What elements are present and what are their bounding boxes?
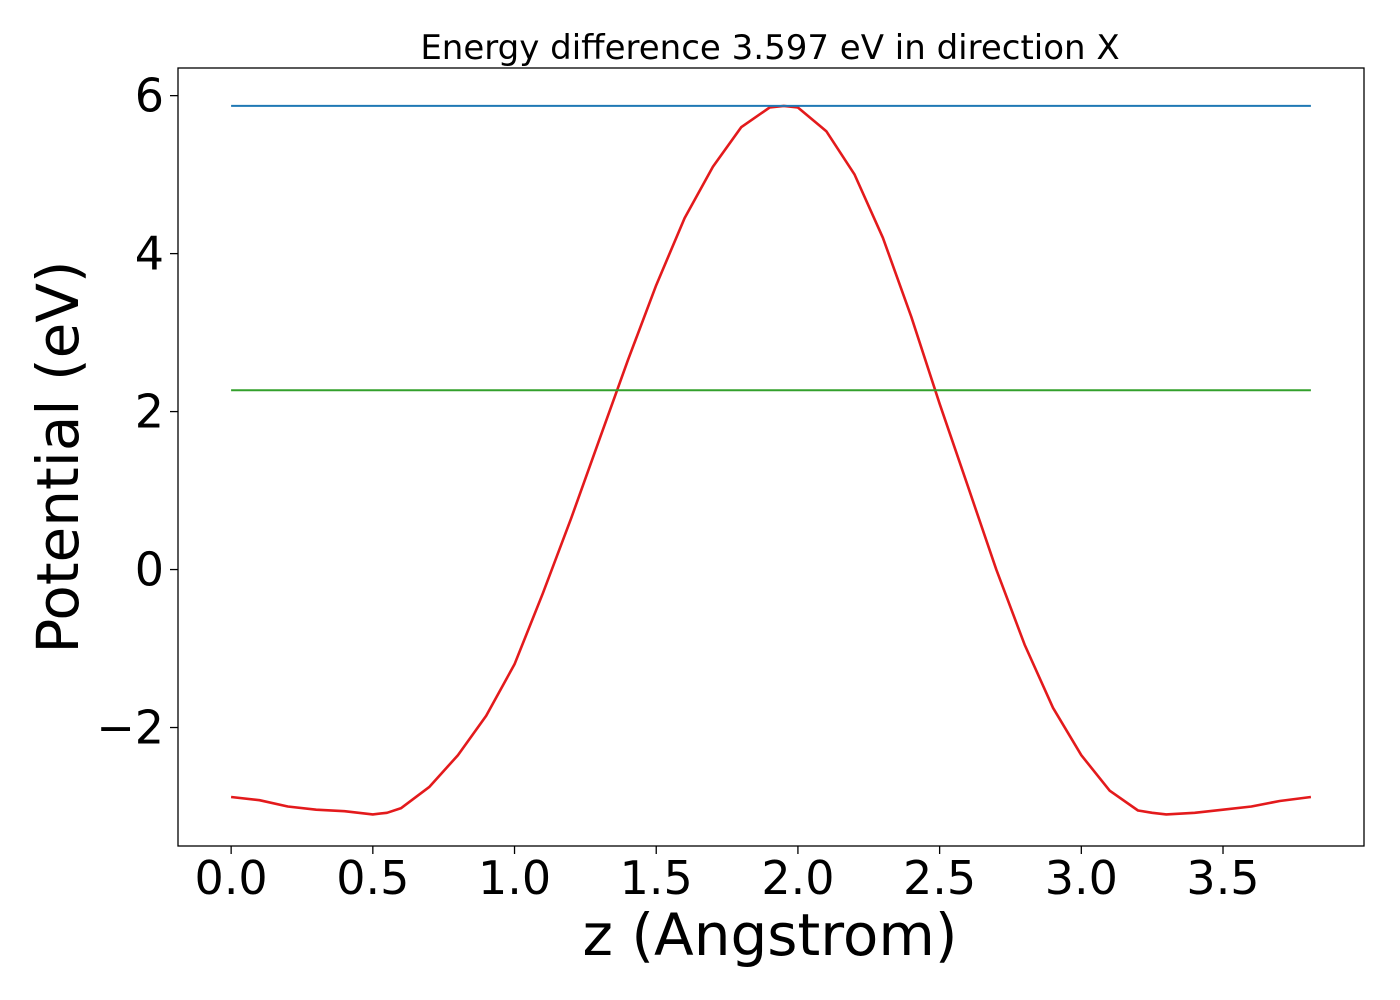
x-tick-label: 3.0 — [1045, 851, 1118, 905]
y-axis: −2 0 2 4 6 — [96, 69, 178, 755]
x-axis-title: z (Angstrom) — [583, 901, 958, 969]
y-tick-label: 4 — [135, 227, 164, 281]
x-tick-label: 2.5 — [903, 851, 976, 905]
y-tick-label: 2 — [135, 385, 164, 439]
data-layer — [230, 104, 1312, 816]
x-axis: 0.0 0.5 1.0 1.5 2.0 2.5 3.0 3.5 — [195, 846, 1260, 905]
plot-area-frame — [177, 67, 1365, 847]
x-tick-label: 0.0 — [195, 851, 268, 905]
y-tick-label: 0 — [135, 543, 164, 597]
y-tick-label: −2 — [96, 701, 164, 755]
chart-title: Energy difference 3.597 eV in direction … — [420, 28, 1119, 68]
series-potential-line — [230, 104, 1312, 816]
x-tick-label: 1.0 — [478, 851, 551, 905]
x-tick-label: 3.5 — [1186, 851, 1259, 905]
x-tick-label: 0.5 — [336, 851, 409, 905]
y-tick-label: 6 — [135, 69, 164, 123]
x-tick-label: 1.5 — [620, 851, 693, 905]
y-axis-title: Potential (eV) — [24, 260, 92, 653]
x-tick-label: 2.0 — [761, 851, 834, 905]
